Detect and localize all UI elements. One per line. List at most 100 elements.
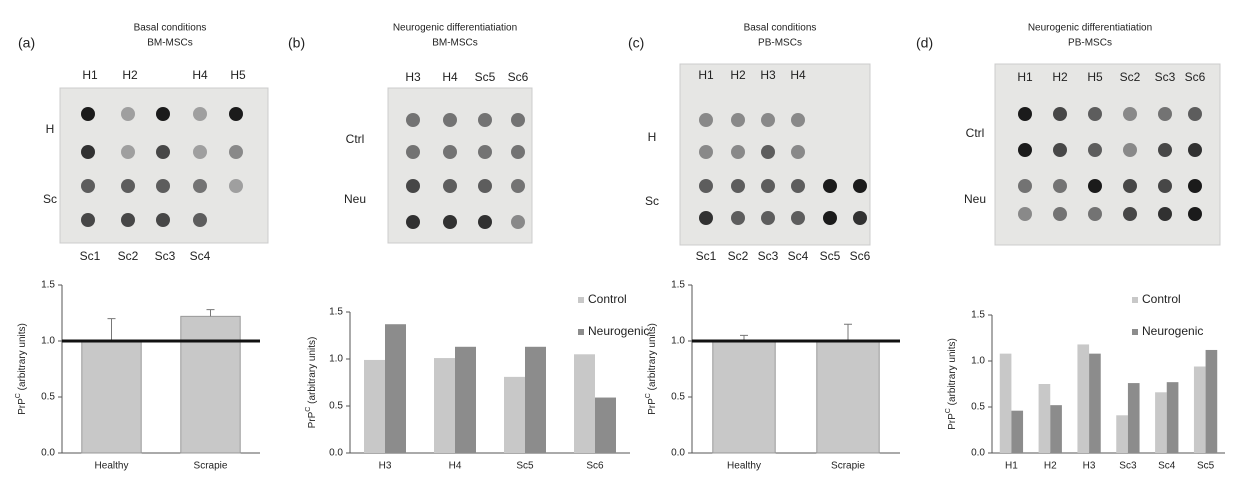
blot-dot — [1123, 107, 1137, 121]
legend-swatch — [578, 297, 584, 303]
blot-dot — [406, 215, 420, 229]
blot-dot — [511, 145, 525, 159]
y-tick-label: 0.0 — [671, 448, 685, 459]
blot-title: PB-MSCs — [1068, 38, 1112, 49]
bar — [1011, 410, 1024, 453]
lane-label: H1 — [82, 68, 98, 82]
y-tick-label: 1.5 — [971, 310, 985, 321]
blot-dot — [229, 145, 243, 159]
blot-dot — [478, 179, 492, 193]
blot-dot — [1188, 143, 1202, 157]
bar — [1155, 392, 1167, 453]
y-axis-label-part: PrP — [17, 398, 28, 415]
blot-dot — [1188, 179, 1202, 193]
blot-dot — [699, 145, 713, 159]
blot-dot — [443, 215, 457, 229]
bar — [574, 354, 595, 453]
y-axis-label-part: C — [945, 408, 952, 413]
blot-dot — [791, 113, 805, 127]
blot-membrane — [994, 63, 1221, 246]
lane-label: Sc5 — [820, 249, 841, 263]
y-tick-label: 1.5 — [41, 280, 55, 291]
legend-swatch — [1132, 297, 1138, 303]
lane-label: H2 — [1052, 70, 1068, 84]
lane-label: Sc4 — [788, 249, 809, 263]
blot-dot — [731, 113, 745, 127]
blot-dot — [791, 211, 805, 225]
blot-dot — [1123, 143, 1137, 157]
blot-dot — [81, 213, 95, 227]
y-tick-label: 1.5 — [671, 280, 685, 291]
legend-swatch — [1132, 329, 1138, 335]
blot-title: BM-MSCs — [147, 38, 193, 49]
legend-label: Neurogenic — [588, 324, 649, 338]
lane-label: H4 — [442, 70, 458, 84]
blot-dot — [1088, 107, 1102, 121]
blot-dot — [81, 107, 95, 121]
bar — [455, 346, 476, 453]
row-label: Neu — [344, 192, 366, 206]
lane-label: Sc1 — [696, 249, 717, 263]
blot-dot — [761, 113, 775, 127]
bar — [1116, 415, 1128, 453]
blot-dot — [229, 179, 243, 193]
lane-label: Sc2 — [118, 249, 139, 263]
lane-label: H3 — [405, 70, 421, 84]
blot-dot — [193, 179, 207, 193]
x-tick-label: H4 — [449, 461, 462, 472]
error-bar — [107, 318, 116, 341]
x-tick-label: Sc6 — [586, 461, 604, 472]
lane-label: Sc3 — [758, 249, 779, 263]
lane-label: H2 — [730, 68, 746, 82]
blot-dot — [1053, 179, 1067, 193]
bar — [1038, 384, 1051, 453]
lane-label: H2 — [122, 68, 138, 82]
blot-dot — [1188, 207, 1202, 221]
y-tick-label: 1.0 — [41, 336, 55, 347]
blot-title: PB-MSCs — [758, 38, 802, 49]
y-tick-label: 0.0 — [41, 448, 55, 459]
lane-label: H5 — [230, 68, 246, 82]
x-tick-label: Sc5 — [1197, 461, 1215, 472]
blot-dot — [699, 211, 713, 225]
lane-label: H3 — [760, 68, 776, 82]
y-axis-label: PrPC (arbitrary units) — [645, 323, 658, 415]
bar — [1193, 366, 1206, 453]
blot-dot — [853, 179, 867, 193]
blot-dot — [478, 145, 492, 159]
lane-label: H4 — [790, 68, 806, 82]
legend-swatch — [578, 329, 584, 335]
x-tick-label: Sc5 — [516, 461, 534, 472]
panel-label: (a) — [18, 35, 35, 51]
lane-label: Sc6 — [850, 249, 871, 263]
y-axis-label-part: PrP — [307, 411, 318, 428]
blot-dot — [81, 145, 95, 159]
x-tick-label: Sc4 — [1158, 461, 1176, 472]
lane-label: H1 — [1017, 70, 1033, 84]
bar — [364, 359, 385, 453]
blot-dot — [1158, 107, 1172, 121]
bar — [1205, 349, 1218, 453]
blot-dot — [1053, 143, 1067, 157]
blot-dot — [761, 179, 775, 193]
blot-dot — [1123, 207, 1137, 221]
blot-dot — [1053, 107, 1067, 121]
lane-label: H1 — [698, 68, 714, 82]
blot-title: Basal conditions — [744, 23, 817, 34]
blot-dot — [1088, 143, 1102, 157]
x-tick-label: Healthy — [727, 461, 761, 472]
y-axis-label-part: (arbitrary units) — [647, 323, 658, 393]
y-axis-label-part: C — [645, 393, 652, 398]
y-tick-label: 1.0 — [671, 336, 685, 347]
bar — [1050, 405, 1062, 453]
lane-label: H5 — [1087, 70, 1103, 84]
y-tick-label: 0.5 — [671, 392, 685, 403]
y-tick-label: 1.0 — [971, 356, 985, 367]
y-axis-label-part: (arbitrary units) — [17, 323, 28, 393]
blot-dot — [761, 145, 775, 159]
bar — [999, 353, 1012, 453]
bar — [385, 324, 406, 453]
blot-dot — [193, 107, 207, 121]
blot-dot — [699, 113, 713, 127]
